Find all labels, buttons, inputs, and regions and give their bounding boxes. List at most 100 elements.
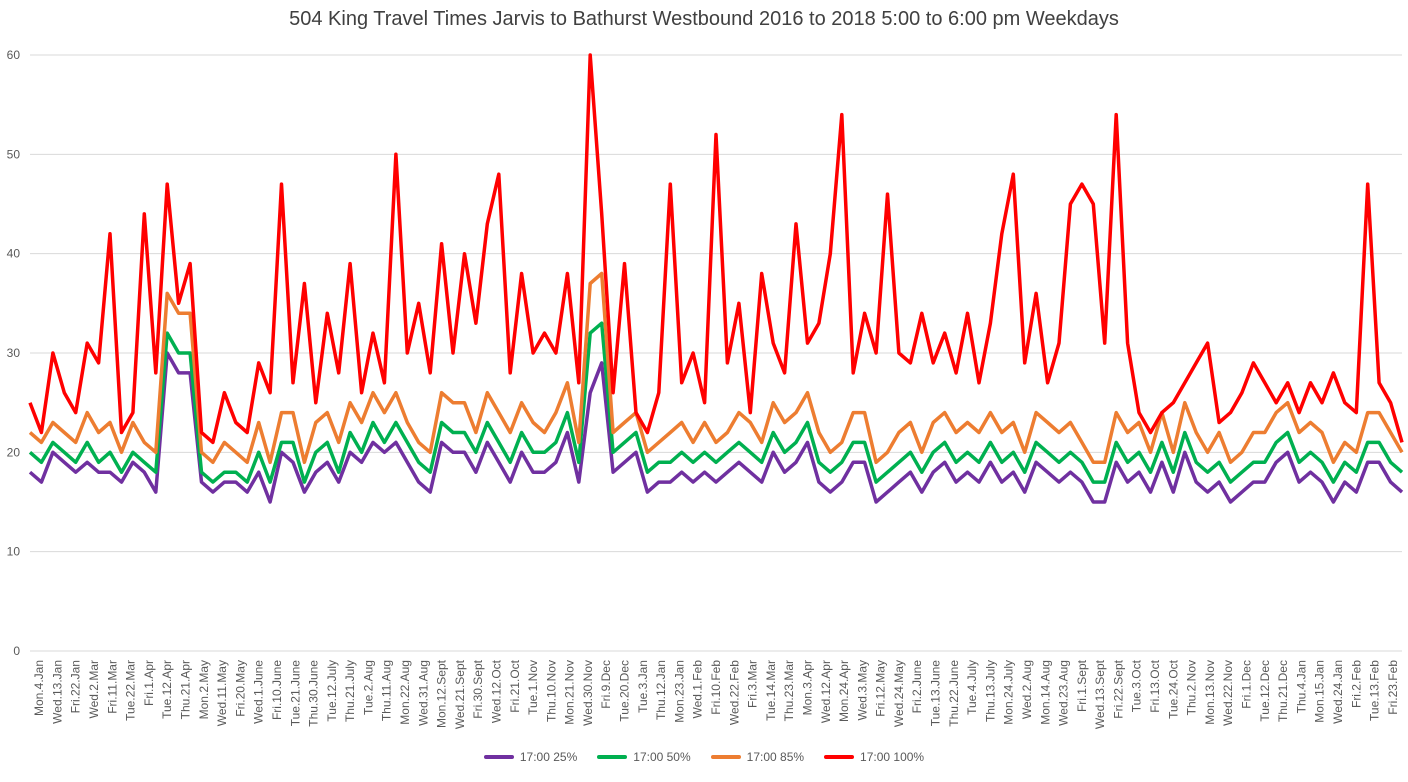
x-tick-label: Mon.4.Jan bbox=[32, 660, 46, 716]
x-tick-label: Wed.21.Sept bbox=[453, 659, 467, 729]
series-line-2 bbox=[28, 321, 1404, 484]
x-tick-label: Thu.4.Jan bbox=[1294, 660, 1308, 713]
x-tick-label: Tue.20.Dec bbox=[618, 660, 632, 722]
x-tick-label: Tue.13.Feb bbox=[1368, 660, 1382, 721]
legend-item: 17:00 85% bbox=[710, 750, 805, 764]
legend-swatch bbox=[597, 755, 628, 759]
x-tick-label: Mon.21.Nov bbox=[563, 660, 577, 725]
x-tick-label: Tue.14.Mar bbox=[764, 660, 778, 721]
x-tick-label: Mon.13.Nov bbox=[1203, 660, 1217, 725]
y-tick-label: 40 bbox=[7, 247, 21, 261]
x-tick-label: Tue.3.Oct bbox=[1130, 659, 1144, 712]
x-tick-label: Fri.22.Sept bbox=[1111, 659, 1125, 718]
x-tick-label: Fri.1.Apr bbox=[142, 660, 156, 706]
x-tick-label: Fri.20.May bbox=[233, 660, 247, 717]
x-tick-label: Mon.2.May bbox=[197, 660, 211, 719]
x-tick-label: Tue.2.Aug bbox=[361, 660, 375, 715]
y-tick-label: 10 bbox=[7, 545, 21, 559]
x-tick-label: Wed.11.May bbox=[215, 660, 229, 726]
x-tick-label: Fri.10.Feb bbox=[709, 660, 723, 715]
legend: 17:00 25% 17:00 50% 17:00 85% 17:00 100% bbox=[0, 750, 1408, 764]
legend-label: 17:00 85% bbox=[746, 750, 805, 764]
legend-item: 17:00 50% bbox=[597, 750, 691, 764]
x-tick-label: Tue.12.July bbox=[325, 660, 339, 722]
x-tick-label: Tue.4.July bbox=[965, 660, 979, 715]
series-line-3 bbox=[28, 271, 1404, 465]
x-tick-label: Wed.30.Nov bbox=[581, 660, 595, 726]
legend-label: 17:00 25% bbox=[519, 750, 578, 764]
x-tick-label: Fri.13.Oct bbox=[1148, 659, 1162, 712]
x-tick-label: Tue.1.Nov bbox=[526, 660, 540, 715]
x-tick-label: Mon.23.Jan bbox=[672, 660, 686, 723]
x-tick-label: Tue.12.Dec bbox=[1258, 660, 1272, 722]
legend-item: 17:00 100% bbox=[824, 750, 924, 764]
y-tick-label: 20 bbox=[7, 445, 21, 459]
legend-label: 17:00 100% bbox=[860, 750, 925, 764]
x-tick-label: Fri.3.Mar bbox=[746, 660, 760, 708]
x-tick-label: Thu.13.July bbox=[983, 660, 997, 722]
legend-label: 17:00 50% bbox=[633, 750, 691, 764]
y-tick-label: 30 bbox=[7, 346, 21, 360]
x-tick-label: Wed.31.Aug bbox=[416, 660, 430, 726]
x-tick-label: Wed.12.Apr bbox=[819, 660, 833, 723]
x-tick-label: Wed.2.Aug bbox=[1020, 660, 1034, 719]
x-tick-label: Mon.3.Apr bbox=[800, 660, 814, 715]
x-tick-label: Fri.2.Feb bbox=[1349, 660, 1363, 708]
x-tick-label: Mon.12.Sept bbox=[435, 659, 449, 728]
x-tick-label: Mon.14.Aug bbox=[1038, 660, 1052, 725]
x-tick-label: Tue.12.Apr bbox=[160, 660, 174, 719]
x-tick-label: Wed.2.Mar bbox=[87, 660, 101, 718]
x-tick-label: Wed.13.Jan bbox=[50, 660, 64, 724]
x-tick-label: Thu.10.Nov bbox=[544, 660, 558, 722]
legend-item: 17:00 25% bbox=[483, 750, 578, 764]
x-tick-label: Thu.23.Mar bbox=[782, 660, 796, 721]
x-tick-label: Tue.21.June bbox=[288, 660, 302, 727]
legend-swatch bbox=[710, 755, 741, 759]
legend-swatch bbox=[483, 755, 514, 759]
x-tick-label: Fri.21.Oct bbox=[508, 659, 522, 712]
x-tick-label: Fri.30.Sept bbox=[471, 659, 485, 718]
series-line-4 bbox=[28, 53, 1404, 445]
x-tick-label: Fri.23.Feb bbox=[1386, 660, 1400, 715]
x-tick-label: Thu.30.June bbox=[307, 660, 321, 727]
x-tick-label: Wed.22.Feb bbox=[727, 660, 741, 725]
x-tick-label: Wed.1.June bbox=[252, 660, 266, 724]
x-tick-label: Wed.24.May bbox=[892, 660, 906, 727]
x-tick-label: Wed.13.Sept bbox=[1093, 659, 1107, 729]
x-tick-label: Thu.21.Dec bbox=[1276, 660, 1290, 722]
x-tick-label: Fri.9.Dec bbox=[599, 660, 613, 709]
x-tick-label: Wed.24.Jan bbox=[1331, 660, 1345, 724]
y-tick-label: 50 bbox=[7, 147, 21, 161]
x-tick-label: Mon.22.Aug bbox=[398, 660, 412, 725]
x-tick-label: Tue.3.Jan bbox=[636, 660, 650, 713]
y-axis-ticks: 0 10 20 30 40 50 60 bbox=[7, 48, 21, 658]
x-tick-label: Tue.22.Mar bbox=[124, 660, 138, 721]
x-tick-label: Thu.12.Jan bbox=[654, 660, 668, 720]
x-tick-label: Fri.1.Dec bbox=[1240, 660, 1254, 709]
x-tick-label: Tue.13.June bbox=[929, 660, 943, 727]
series-line-1 bbox=[28, 351, 1404, 504]
x-tick-label: Fri.22.Jan bbox=[69, 660, 83, 713]
x-tick-label: Wed.1.Feb bbox=[691, 660, 705, 719]
x-tick-label: Thu.21.Apr bbox=[178, 660, 192, 719]
x-tick-label: Wed.22.Nov bbox=[1221, 660, 1235, 726]
x-tick-label: Wed.3.May bbox=[855, 660, 869, 720]
x-tick-label: Tue.24.Oct bbox=[1166, 659, 1180, 719]
y-tick-label: 0 bbox=[13, 644, 20, 658]
legend-swatch bbox=[824, 755, 855, 759]
x-tick-label: Thu.11.Aug bbox=[380, 660, 394, 721]
x-tick-label: Mon.24.Apr bbox=[837, 660, 851, 722]
x-tick-label: Wed.12.Oct bbox=[489, 659, 503, 723]
x-tick-label: Fri.2.June bbox=[910, 660, 924, 714]
x-tick-label: Fri.12.May bbox=[874, 660, 888, 717]
y-tick-label: 60 bbox=[7, 48, 21, 62]
chart-title: 504 King Travel Times Jarvis to Bathurst… bbox=[289, 8, 1119, 30]
x-tick-label: Fri.10.June bbox=[270, 660, 284, 720]
x-tick-label: Thu.21.July bbox=[343, 660, 357, 722]
x-tick-label: Mon.15.Jan bbox=[1313, 660, 1327, 723]
x-axis-ticks: Mon.4.Jan Wed.13.Jan Fri.22.Jan Wed.2.Mar Fr… bbox=[32, 659, 1400, 729]
x-tick-label: Thu.2.Nov bbox=[1185, 660, 1199, 715]
x-tick-label: Fri.1.Sept bbox=[1075, 659, 1089, 712]
series-lines bbox=[28, 53, 1404, 504]
